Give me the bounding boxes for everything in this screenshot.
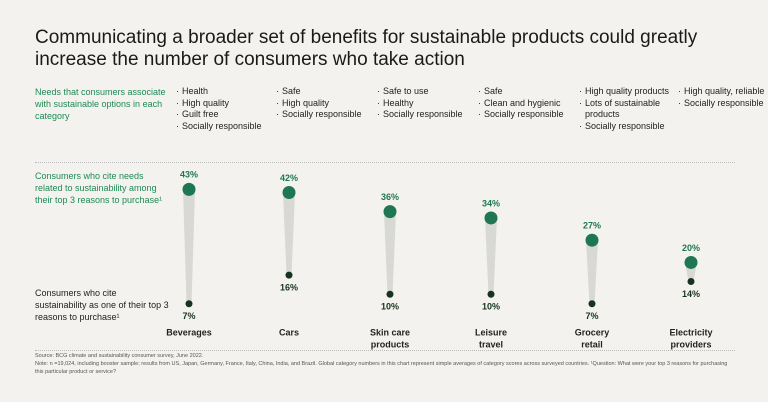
series-label: Consumers who cite sustainability as one… (35, 288, 169, 322)
value-label: 14% (682, 289, 700, 299)
high-dot (585, 233, 599, 247)
high-dot (383, 205, 397, 219)
category-label: providers (670, 339, 711, 349)
low-dot (185, 300, 193, 308)
needs-list: Safe to useHealthySocially responsible (377, 86, 469, 121)
high-dot (484, 211, 498, 225)
need-item: Clean and hygienic (478, 98, 570, 110)
need-item: High quality (176, 98, 268, 110)
value-label: 16% (280, 283, 298, 293)
value-label: 20% (682, 243, 700, 253)
need-item: Healthy (377, 98, 469, 110)
series-label: Consumers who cite needs related to sust… (35, 171, 163, 205)
low-dot (285, 271, 293, 279)
connector (384, 211, 396, 295)
category-label: Beverages (166, 327, 212, 337)
category-label: Skin care (370, 327, 410, 337)
needs-label: Needs that consumers associate with sust… (35, 87, 166, 121)
need-item: Socially responsible (478, 109, 570, 121)
low-dot (588, 300, 596, 308)
note: Note: n =19,024, including booster sampl… (35, 361, 728, 375)
category-label: retail (581, 339, 603, 349)
need-item: Socially responsible (377, 109, 469, 121)
need-item: Guilt free (176, 109, 268, 121)
needs-list: High quality productsLots of sustainable… (579, 86, 671, 132)
footnote: Source: BCG climate and sustainability c… (35, 352, 735, 376)
connector (283, 192, 295, 276)
category-label: products (371, 339, 410, 349)
chart-title: Communicating a broader set of benefits … (35, 27, 698, 70)
value-label: 10% (381, 302, 399, 312)
high-dot (282, 186, 296, 200)
need-item: Health (176, 86, 268, 98)
needs-list: SafeClean and hygienicSocially responsib… (478, 86, 570, 121)
value-label: 42% (280, 173, 298, 183)
category-label: Grocery (575, 327, 610, 337)
need-item: Safe (478, 86, 570, 98)
high-dot (684, 255, 698, 269)
need-item: Socially responsible (579, 121, 671, 133)
need-item: Socially responsible (678, 98, 768, 110)
needs-list: High quality, reliableSocially responsib… (678, 86, 768, 109)
category-label: Cars (279, 327, 299, 337)
high-dot (182, 182, 196, 196)
category-label: Electricity (669, 327, 712, 337)
category-label: Leisure (475, 327, 507, 337)
needs-list: HealthHigh qualityGuilt freeSocially res… (176, 86, 268, 132)
category-label: travel (479, 339, 503, 349)
need-item: High quality products (579, 86, 671, 98)
needs-list: SafeHigh qualitySocially responsible (276, 86, 368, 121)
low-dot (487, 290, 495, 298)
value-label: 7% (182, 311, 195, 321)
low-dot (386, 290, 394, 298)
value-label: 7% (585, 311, 598, 321)
need-item: High quality (276, 98, 368, 110)
connector (485, 217, 497, 295)
need-item: Socially responsible (276, 109, 368, 121)
source: Source: BCG climate and sustainability c… (35, 353, 204, 359)
value-label: 36% (381, 192, 399, 202)
value-label: 34% (482, 198, 500, 208)
value-label: 27% (583, 221, 601, 231)
value-label: 43% (180, 170, 198, 180)
connector (183, 189, 195, 304)
need-item: Socially responsible (176, 121, 268, 133)
separator (35, 162, 735, 163)
need-item: High quality, reliable (678, 86, 768, 98)
separator (35, 350, 735, 351)
value-label: 10% (482, 302, 500, 312)
low-dot (687, 278, 695, 286)
need-item: Safe (276, 86, 368, 98)
connector (586, 240, 598, 304)
need-item: Safe to use (377, 86, 469, 98)
need-item: Lots of sustainable products (579, 98, 671, 121)
